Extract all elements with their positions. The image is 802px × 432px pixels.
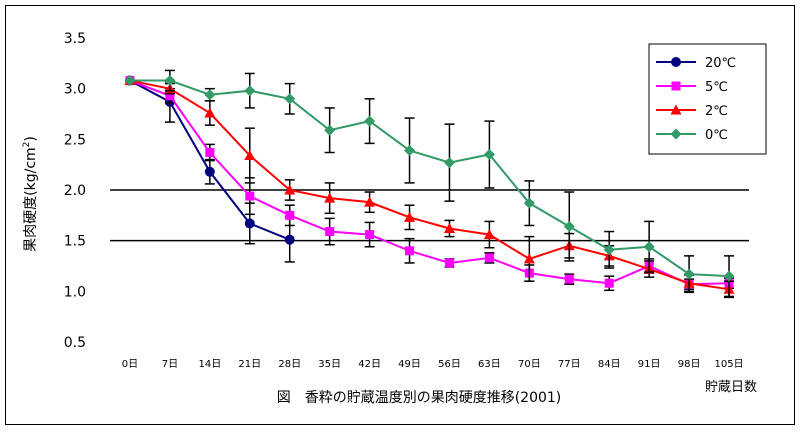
chart-caption: 図 香粋の貯蔵温度別の果肉硬度推移(2001) — [277, 390, 562, 406]
line-chart: 0.5 1.0 1.5 2.0 2.5 3.0 3.5 0日 7日 14日 21日 28日 35日 42… — [22, 31, 767, 406]
data-point — [284, 184, 296, 195]
x-tick-label: 7日 — [162, 359, 178, 370]
data-point — [483, 229, 495, 240]
legend-marker — [671, 57, 681, 67]
y-tick-label: 2.0 — [64, 183, 86, 199]
data-point — [365, 230, 375, 240]
data-point — [603, 244, 615, 256]
data-point — [405, 246, 415, 256]
data-point — [484, 253, 494, 263]
data-point — [284, 93, 296, 105]
data-point — [364, 196, 376, 207]
data-point — [443, 157, 455, 169]
data-point — [404, 211, 416, 222]
x-tick-label: 84日 — [598, 359, 621, 370]
data-point — [324, 192, 336, 203]
data-point — [204, 107, 216, 118]
data-point — [165, 91, 175, 101]
x-tick-label: 63日 — [478, 359, 501, 370]
legend-marker — [670, 128, 682, 140]
y-axis-ticks: 0.5 1.0 1.5 2.0 2.5 3.0 3.5 — [64, 31, 86, 351]
x-tick-label: 0日 — [122, 359, 138, 370]
x-tick-label: 14日 — [198, 359, 221, 370]
data-point — [364, 115, 376, 127]
data-point — [683, 268, 695, 280]
data-point — [523, 253, 535, 264]
x-tick-label: 91日 — [638, 359, 661, 370]
y-tick-label: 3.5 — [64, 31, 86, 47]
series-line — [129, 79, 730, 278]
data-point — [325, 227, 335, 237]
x-tick-label: 70日 — [518, 359, 541, 370]
data-point — [324, 124, 336, 136]
data-point — [643, 241, 655, 253]
data-point — [444, 258, 454, 268]
data-point — [443, 223, 455, 234]
series-triangle — [124, 75, 735, 299]
legend: 20℃ 5℃ 2℃ 0℃ — [648, 43, 767, 155]
data-point — [244, 85, 256, 97]
series-line — [129, 79, 730, 291]
data-series — [124, 69, 735, 299]
x-tick-label: 56日 — [438, 359, 461, 370]
reference-lines — [110, 189, 749, 242]
series-square — [125, 76, 735, 292]
data-point — [164, 75, 176, 87]
y-tick-label: 2.5 — [64, 132, 86, 148]
legend-marker — [671, 81, 681, 91]
x-tick-label: 77日 — [558, 359, 581, 370]
legend-label: 20℃ — [705, 56, 736, 71]
data-point — [523, 197, 535, 209]
y-tick-label: 0.5 — [64, 335, 86, 351]
data-point — [124, 75, 136, 87]
x-tick-label: 21日 — [238, 359, 261, 370]
data-point — [244, 150, 256, 161]
y-tick-label: 3.0 — [64, 82, 86, 98]
x-axis-ticks: 0日 7日 14日 21日 28日 35日 42日 49日 56日 63日 70日 77日 84日 91日… — [122, 359, 744, 370]
y-tick-label: 1.5 — [64, 234, 86, 250]
x-tick-label: 28日 — [278, 359, 301, 370]
data-point — [204, 166, 215, 177]
x-tick-label: 35日 — [318, 359, 341, 370]
data-point — [245, 191, 255, 201]
data-point — [244, 218, 255, 229]
legend-label: 5℃ — [705, 80, 728, 95]
y-axis-title: 果肉硬度(kg/cm2) — [22, 136, 39, 252]
x-tick-label: 42日 — [358, 359, 381, 370]
data-point — [205, 148, 215, 158]
x-axis-title: 貯蔵日数 — [705, 380, 757, 395]
series-diamond — [124, 69, 735, 298]
data-point — [723, 270, 735, 282]
data-point — [604, 278, 614, 288]
chart-frame: 0.5 1.0 1.5 2.0 2.5 3.0 3.5 0日 7日 14日 21日 28日 35日 42… — [5, 5, 795, 425]
y-tick-label: 1.0 — [64, 284, 86, 300]
legend-label: 0℃ — [705, 128, 728, 143]
data-point — [483, 149, 495, 161]
data-point — [285, 210, 295, 220]
data-point — [204, 89, 216, 101]
x-tick-label: 98日 — [678, 359, 701, 370]
data-point — [564, 274, 574, 284]
data-point — [404, 144, 416, 156]
legend-marker — [670, 104, 682, 115]
x-tick-label: 49日 — [398, 359, 421, 370]
data-point — [563, 220, 575, 232]
series-line — [129, 79, 730, 286]
legend-label: 2℃ — [705, 104, 728, 119]
x-tick-label: 105日 — [714, 359, 743, 370]
data-point — [284, 234, 295, 245]
